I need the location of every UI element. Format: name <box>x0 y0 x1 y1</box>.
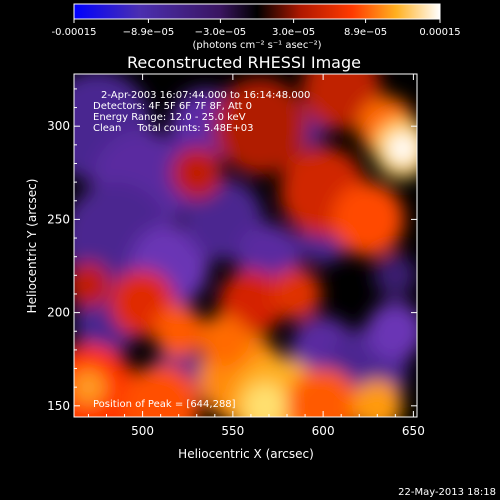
y-tick-label: 300 <box>47 119 70 133</box>
colorbar-tick-label: 8.9e−05 <box>344 27 387 38</box>
peak-position-label: Position of Peak = [644,288] <box>93 399 236 410</box>
colorbar-tick-label: 0.00015 <box>419 27 460 38</box>
plot-frame <box>73 73 418 418</box>
colorbar-gradient <box>73 3 441 20</box>
y-axis: 150 200 250 300 <box>47 88 417 413</box>
heatmap-blob <box>332 182 405 257</box>
info-detectors: Detectors: 4F 5F 6F 7F 8F, Att 0 <box>93 101 252 112</box>
colorbar-ticks: -0.00015 −8.9e−05 −3.0e−05 3.0e−05 8.9e−05 0.… <box>52 19 461 38</box>
y-tick-label: 150 <box>47 399 70 413</box>
colorbar: -0.00015 −8.9e−05 −3.0e−05 3.0e−05 8.9e−05 0.… <box>52 3 461 51</box>
x-tick-label: 650 <box>402 424 425 438</box>
heatmap-blob <box>74 262 111 308</box>
heatmap-blob <box>352 379 403 417</box>
heatmap-blob <box>366 301 417 362</box>
info-time-range: 2-Apr-2003 16:07:44.000 to 16:14:48.000 <box>101 90 310 101</box>
heatmap-blob <box>373 252 417 298</box>
info-clean-counts: Clean Total counts: 5.48E+03 <box>93 123 253 134</box>
x-tick-label: 500 <box>131 424 154 438</box>
heatmap-blob <box>388 133 417 164</box>
heatmap-blob <box>120 364 201 417</box>
y-tick-label: 200 <box>47 306 70 320</box>
heatmap-blob <box>153 305 204 358</box>
heatmap-blob <box>270 267 322 321</box>
colorbar-tick-label: 3.0e−05 <box>272 27 315 38</box>
heatmap <box>74 74 417 417</box>
y-axis-label: Heliocentric Y (arcsec) <box>25 179 39 314</box>
info-energy-range: Energy Range: 12.0 - 25.0 keV <box>93 112 246 123</box>
colorbar-tick-label: -0.00015 <box>52 27 97 38</box>
colorbar-unit-label: (photons cm⁻² s⁻¹ asec⁻²) <box>192 40 321 51</box>
x-tick-label: 600 <box>312 424 335 438</box>
y-tick-label: 250 <box>47 212 70 226</box>
x-axis: 500 550 600 650 <box>87 74 425 438</box>
heatmap-blob <box>213 77 307 175</box>
heatmap-blob <box>287 368 360 417</box>
x-axis-label: Heliocentric X (arcsec) <box>178 447 314 461</box>
heatmap-blob <box>243 383 288 417</box>
colorbar-tick-label: −8.9e−05 <box>123 27 175 38</box>
chart-title: Reconstructed RHESSI Image <box>127 53 361 72</box>
heatmap-blob <box>74 368 107 406</box>
colorbar-tick-label: −3.0e−05 <box>195 27 247 38</box>
x-tick-label: 550 <box>221 424 244 438</box>
heatmap-blob <box>198 314 250 367</box>
heatmap-blob <box>171 146 223 199</box>
observation-info: 2-Apr-2003 16:07:44.000 to 16:14:48.000 … <box>93 90 310 134</box>
footer-date: 22-May-2013 18:18 <box>398 487 496 498</box>
